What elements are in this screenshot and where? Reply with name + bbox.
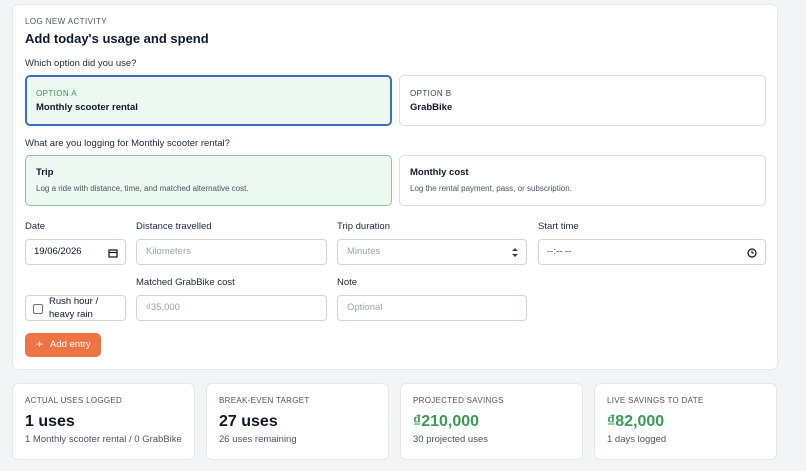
option-name: GrabBike <box>410 102 453 113</box>
input-value: --:-- -- <box>547 246 572 257</box>
stat-label: ACTUAL USES LOGGED <box>25 396 123 405</box>
date-input[interactable]: 19/06/2026 <box>25 239 126 265</box>
rush-hour-checkbox[interactable]: Rush hour / heavy rain <box>25 295 126 321</box>
stat-label: LIVE SAVINGS TO DATE <box>607 396 704 405</box>
stat-detail: 1 Monthly scooter rental / 0 GrabBike <box>25 434 182 445</box>
stat-label: PROJECTED SAVINGS <box>413 396 504 405</box>
stat-detail: 26 uses remaining <box>219 434 297 445</box>
input-value: 19/06/2026 <box>34 246 82 257</box>
field-label: Trip duration <box>337 221 390 232</box>
add-entry-button[interactable]: + Add entry <box>25 333 101 357</box>
button-label: Add entry <box>50 339 91 350</box>
log-type-title: Monthly cost <box>410 167 469 178</box>
grab-cost-input[interactable]: ₫35,000 <box>136 295 327 321</box>
distance-input[interactable]: Kilometers <box>136 239 327 265</box>
placeholder: Optional <box>347 302 383 313</box>
option-tag: OPTION B <box>410 89 452 98</box>
duration-input[interactable]: Minutes <box>337 239 527 265</box>
field-label: Distance travelled <box>136 221 212 232</box>
log-type-trip[interactable]: Trip Log a ride with distance, time, and… <box>25 155 392 206</box>
log-type-title: Trip <box>36 167 54 178</box>
stat-value: ₫82,000 <box>607 413 665 430</box>
log-type-description: Log a ride with distance, time, and matc… <box>36 184 249 193</box>
stat-detail: 30 projected uses <box>413 434 488 445</box>
placeholder: ₫35,000 <box>146 302 180 313</box>
field-label: Note <box>337 277 358 288</box>
checkbox-label: Rush hour / heavy rain <box>49 296 99 320</box>
field-label: Date <box>25 221 46 232</box>
button-icon: + <box>36 337 44 351</box>
stat-value: 27 uses <box>219 413 278 430</box>
option-a[interactable]: OPTION A Monthly scooter rental <box>25 75 392 126</box>
spinner-icon <box>512 248 518 257</box>
option-b[interactable]: OPTION B GrabBike <box>399 75 766 126</box>
option-name: Monthly scooter rental <box>36 102 138 113</box>
note-input[interactable]: Optional <box>337 295 527 321</box>
stat-card: LIVE SAVINGS TO DATE ₫82,000 1 days logg… <box>594 383 777 460</box>
eyebrow: LOG NEW ACTIVITY <box>25 17 107 26</box>
log-type-description: Log the rental payment, pass, or subscri… <box>410 184 572 193</box>
checkbox[interactable] <box>33 304 43 314</box>
placeholder: Kilometers <box>146 246 191 257</box>
clock-icon <box>747 248 757 258</box>
stat-value: 1 uses <box>25 413 75 430</box>
field-label: Start time <box>538 221 579 232</box>
calendar-icon <box>108 249 118 258</box>
question: What are you logging for Monthly scooter… <box>25 138 230 149</box>
log-card: LOG NEW ACTIVITY Add today's usage and s… <box>12 4 778 370</box>
start-time-input[interactable]: --:-- -- <box>538 239 766 265</box>
stat-label: BREAK-EVEN TARGET <box>219 396 310 405</box>
stat-card: ACTUAL USES LOGGED 1 uses 1 Monthly scoo… <box>12 383 195 460</box>
stat-card: BREAK-EVEN TARGET 27 uses 26 uses remain… <box>206 383 389 460</box>
question: Which option did you use? <box>25 58 137 69</box>
placeholder: Minutes <box>347 246 381 257</box>
stat-card: PROJECTED SAVINGS ₫210,000 30 projected … <box>400 383 583 460</box>
log-type-monthly[interactable]: Monthly cost Log the rental payment, pas… <box>399 155 766 206</box>
option-tag: OPTION A <box>36 89 77 98</box>
stat-detail: 1 days logged <box>607 434 667 445</box>
form-title: Add today's usage and spend <box>25 31 209 46</box>
field-label: Matched GrabBike cost <box>136 277 235 288</box>
stat-value: ₫210,000 <box>413 413 480 430</box>
